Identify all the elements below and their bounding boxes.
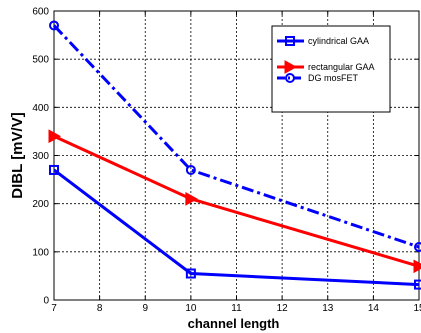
legend-marker bbox=[285, 73, 295, 83]
x-tick-label: 10 bbox=[185, 303, 197, 314]
data-point bbox=[48, 129, 62, 144]
y-tick-label: 0 bbox=[43, 296, 49, 307]
y-tick-label: 300 bbox=[32, 151, 49, 162]
x-tick-label: 13 bbox=[322, 303, 334, 314]
x-axis-label: channel length bbox=[188, 316, 280, 331]
axis-ticks: 7 8 9 10 11 12 13 14 15 0 100 200 300 400 500 600 bbox=[32, 7, 421, 315]
y-tick-label: 100 bbox=[32, 247, 49, 258]
series-line bbox=[53, 168, 420, 287]
y-tick-label: 600 bbox=[32, 7, 49, 18]
data-point bbox=[185, 164, 196, 175]
x-tick-label: 7 bbox=[51, 303, 57, 314]
legend-label: rectangular GAA bbox=[308, 62, 375, 72]
x-tick-label: 15 bbox=[413, 303, 421, 314]
data-point bbox=[49, 20, 59, 31]
data-point bbox=[413, 259, 421, 274]
x-tick-label: 9 bbox=[142, 303, 148, 314]
series-cylindrical-gaa bbox=[49, 164, 421, 290]
x-tick-label: 12 bbox=[277, 303, 289, 314]
series-group bbox=[48, 20, 421, 290]
x-tick-label: 8 bbox=[97, 303, 103, 314]
series-rectangular-gaa bbox=[48, 129, 421, 274]
legend-label: DG mosFET bbox=[308, 73, 359, 83]
data-point bbox=[414, 279, 421, 290]
legend-marker bbox=[284, 60, 298, 74]
data-point bbox=[185, 192, 198, 206]
y-tick-label: 400 bbox=[32, 103, 49, 114]
x-tick-label: 14 bbox=[368, 303, 380, 314]
data-point bbox=[185, 268, 196, 279]
y-tick-label: 500 bbox=[32, 55, 49, 66]
x-tick-label: 11 bbox=[231, 303, 242, 314]
legend-label: cylindrical GAA bbox=[308, 36, 369, 46]
legend-marker bbox=[285, 36, 295, 46]
y-axis-label: DIBL [mV/V] bbox=[9, 112, 26, 198]
data-point bbox=[49, 164, 59, 175]
series-dg-mosfet bbox=[49, 20, 421, 253]
y-tick-label: 200 bbox=[32, 199, 49, 210]
data-point bbox=[414, 242, 421, 253]
